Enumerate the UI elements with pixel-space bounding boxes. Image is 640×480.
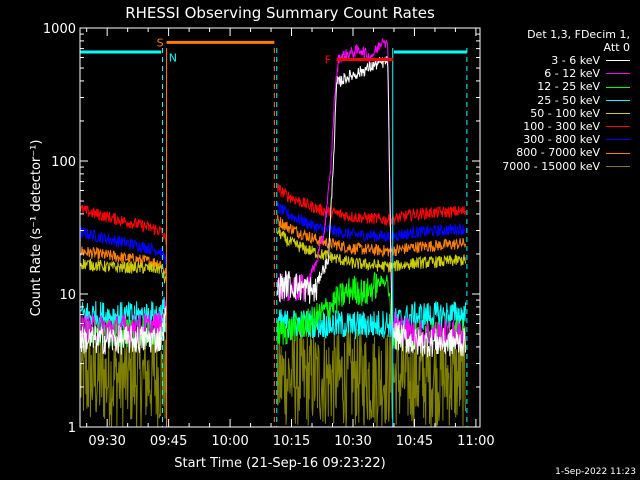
y-tick-label-0: 1 xyxy=(68,421,76,436)
x-tick-label-5: 10:45 xyxy=(396,434,433,449)
y-axis: 1 10 100 1000 xyxy=(43,22,480,436)
legend-swatch xyxy=(606,99,630,101)
legend-label: 50 - 100 keV xyxy=(530,106,600,120)
legend: Det 1,3, FDecim 1, Att 0 3 - 6 keV 6 - 12… xyxy=(502,28,630,173)
x-tick-label-1: 09:45 xyxy=(150,434,187,449)
legend-swatch xyxy=(606,152,630,154)
legend-swatch xyxy=(606,139,630,141)
legend-entry-0: 3 - 6 keV xyxy=(502,54,630,67)
legend-label: 300 - 800 keV xyxy=(523,133,600,147)
series-line-1-seg-0 xyxy=(80,300,167,344)
state-marker-0: N xyxy=(169,52,177,65)
series-line-7-seg-1 xyxy=(276,215,466,258)
y-tick-label-1: 10 xyxy=(59,288,76,303)
x-axis-label: Start Time (21-Sep-16 09:23:22) xyxy=(174,456,385,471)
series-line-5-seg-1 xyxy=(276,183,466,227)
series-line-5-seg-0 xyxy=(80,204,167,246)
legend-entry-4: 50 - 100 keV xyxy=(502,107,630,120)
x-axis: 09:30 09:45 10:00 10:15 10:30 10:45 11:00 xyxy=(86,28,495,449)
legend-label: 12 - 25 keV xyxy=(537,80,600,94)
legend-swatch xyxy=(606,126,630,128)
legend-entry-2: 12 - 25 keV xyxy=(502,80,630,93)
legend-label: 25 - 50 keV xyxy=(537,93,600,107)
series-line-3-seg-1 xyxy=(276,301,466,340)
legend-entry-7: 800 - 7000 keV xyxy=(502,146,630,159)
legend-entry-5: 100 - 300 keV xyxy=(502,120,630,133)
series-line-8-seg-1 xyxy=(276,328,466,427)
x-tick-label-3: 10:15 xyxy=(273,434,310,449)
series-line-0-seg-0 xyxy=(80,305,167,355)
plot-frame xyxy=(79,27,481,428)
x-tick-label-0: 09:30 xyxy=(88,434,125,449)
x-tick-label-2: 10:00 xyxy=(211,434,248,449)
y-tick-label-2: 100 xyxy=(51,155,76,170)
legend-label: 100 - 300 keV xyxy=(523,120,600,134)
legend-entry-8: 7000 - 15000 keV xyxy=(502,160,630,173)
chart-title: RHESSI Observing Summary Count Rates xyxy=(125,4,435,22)
series-line-8-seg-0 xyxy=(80,328,167,427)
legend-swatch xyxy=(606,86,630,88)
state-bar-label-2: F xyxy=(325,53,331,66)
legend-header-1: Det 1,3, FDecim 1, xyxy=(527,28,630,41)
legend-entry-3: 25 - 50 keV xyxy=(502,94,630,107)
series-line-6-seg-0 xyxy=(80,226,167,265)
legend-label: 800 - 7000 keV xyxy=(516,146,600,160)
series-line-4-seg-0 xyxy=(80,258,167,284)
series-line-4-seg-1 xyxy=(276,226,466,273)
x-tick-label-6: 11:00 xyxy=(457,434,494,449)
series-line-6-seg-1 xyxy=(276,201,466,243)
legend-items: 3 - 6 keV 6 - 12 keV 12 - 25 keV 25 - 50 ke… xyxy=(502,54,630,173)
x-tick-label-4: 10:30 xyxy=(334,434,371,449)
legend-entry-6: 300 - 800 keV xyxy=(502,133,630,146)
y-tick-label-3: 1000 xyxy=(43,22,76,37)
y-axis-label: Count Rate (s⁻¹ detector⁻¹) xyxy=(29,140,44,317)
state-bar-label-1: S xyxy=(157,36,164,49)
plot-area: S F N xyxy=(80,36,468,427)
legend-label: 3 - 6 keV xyxy=(551,54,600,67)
legend-swatch xyxy=(606,60,630,62)
series-line-0-seg-1 xyxy=(276,56,466,358)
legend-entry-1: 6 - 12 keV xyxy=(502,67,630,80)
legend-swatch xyxy=(606,73,630,75)
legend-swatch xyxy=(606,165,630,167)
footer-timestamp: 1-Sep-2022 11:23 xyxy=(555,467,636,477)
legend-swatch xyxy=(606,112,630,114)
legend-label: 6 - 12 keV xyxy=(544,67,600,81)
legend-label: 7000 - 15000 keV xyxy=(502,159,600,173)
legend-header-2: Att 0 xyxy=(603,41,630,54)
